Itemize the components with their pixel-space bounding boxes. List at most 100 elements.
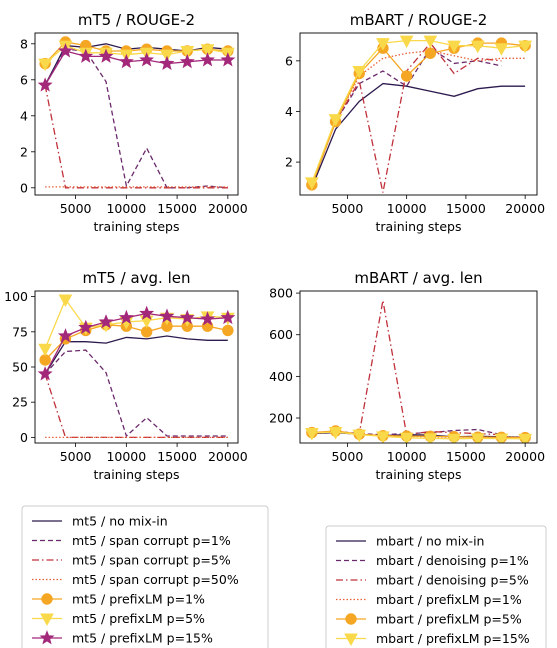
chart-title: mBART / avg. len <box>354 269 482 287</box>
series-point <box>200 52 215 67</box>
series-point <box>447 433 461 443</box>
x-axis-label: training steps <box>94 219 180 234</box>
y-tick-label: 50 <box>12 360 28 375</box>
series-point <box>58 294 73 307</box>
series-point <box>305 428 319 441</box>
y-tick-label: 800 <box>269 286 293 301</box>
y-tick-label: 2 <box>20 144 28 159</box>
series-point <box>222 324 234 337</box>
series-point <box>58 43 73 58</box>
x-tick-label: 15000 <box>446 449 486 464</box>
series-point <box>78 48 94 63</box>
plot-area <box>305 35 532 193</box>
y-tick-label: 75 <box>12 324 28 339</box>
series-point <box>518 40 532 54</box>
series-point <box>98 314 114 329</box>
plot-frame <box>299 32 538 196</box>
legend-label: mt5 / no mix-in <box>72 514 168 529</box>
series-point <box>57 328 73 343</box>
series-point <box>447 40 461 54</box>
x-tick-label: 20000 <box>505 449 545 464</box>
legend-marker <box>39 630 55 645</box>
x-tick-label: 5000 <box>60 201 92 216</box>
series-point <box>399 35 414 49</box>
legend-label: mbart / prefixLM p=5% <box>376 612 522 627</box>
series-point <box>200 44 215 57</box>
x-tick-label: 10000 <box>106 449 146 464</box>
series-point <box>400 70 413 82</box>
series-point <box>220 52 236 67</box>
x-tick-label: 10000 <box>387 449 427 464</box>
plot-frame <box>299 290 538 444</box>
y-tick-label: 8 <box>20 36 28 51</box>
x-tick-label: 15000 <box>157 449 197 464</box>
x-tick-label: 20000 <box>208 449 248 464</box>
legend-label: mbart / no mix-in <box>376 534 484 549</box>
chart-title: mT5 / ROUGE-2 <box>78 11 195 29</box>
series-line <box>311 300 502 436</box>
series-line <box>311 42 526 186</box>
chart-title: mT5 / avg. len <box>83 269 191 287</box>
series-point <box>424 47 437 59</box>
series-point <box>160 49 174 63</box>
series-line <box>44 312 228 375</box>
x-tick-label: 5000 <box>60 449 92 464</box>
series-line <box>44 335 228 375</box>
series-line <box>44 324 228 361</box>
x-tick-label: 20000 <box>208 201 248 216</box>
series-line <box>44 44 228 65</box>
y-tick-label: 6 <box>20 72 28 87</box>
series-point <box>352 65 367 79</box>
series-point <box>38 58 52 72</box>
y-tick-label: 0 <box>20 430 28 445</box>
legend-label: mbart / denoising p=5% <box>376 573 529 588</box>
series-line <box>311 431 526 440</box>
legend-frame <box>21 505 269 648</box>
series-point <box>328 426 343 440</box>
legend-mbart: mbart / no mix-in mbart / denoising p=1% m… <box>325 525 547 648</box>
series-line <box>44 349 228 438</box>
series-point <box>78 319 94 335</box>
series-line <box>44 43 228 86</box>
series-point <box>376 431 390 443</box>
x-tick-label: 5000 <box>331 201 363 216</box>
legend-marker <box>345 613 357 625</box>
legend-marker <box>344 633 358 647</box>
series-line <box>44 298 228 349</box>
series-point <box>139 315 154 329</box>
series-point <box>423 35 438 49</box>
series-point <box>98 48 114 63</box>
legend-mt5: mt5 / no mix-in mt5 / span corrupt p=1% mt… <box>21 505 269 648</box>
series-point <box>139 305 155 320</box>
y-tick-label: 25 <box>12 395 28 410</box>
x-axis-label: training steps <box>94 467 180 482</box>
plot-area <box>37 294 236 439</box>
series-line <box>44 373 228 439</box>
series-point <box>159 308 175 323</box>
legend-label: mt5 / span corrupt p=50% <box>72 572 239 587</box>
series-line <box>44 50 228 86</box>
series-point <box>220 309 236 325</box>
legend-label: mbart / denoising p=1% <box>376 553 529 568</box>
x-axis-label: training steps <box>376 467 462 482</box>
x-tick-label: 15000 <box>446 201 486 216</box>
series-line <box>311 39 526 183</box>
series-point <box>494 43 509 56</box>
series-point <box>179 309 195 325</box>
y-tick-label: 4 <box>285 104 293 119</box>
series-point <box>399 432 414 443</box>
series-point <box>352 429 367 443</box>
plot-frame <box>34 290 239 444</box>
series-line <box>311 430 526 439</box>
series-point <box>180 46 195 59</box>
series-point <box>159 55 175 71</box>
legend-marker <box>41 593 53 605</box>
y-tick-label: 600 <box>269 327 293 342</box>
x-tick-label: 10000 <box>387 201 427 216</box>
legend-label: mt5 / span corrupt p=5% <box>72 553 231 568</box>
y-tick-label: 6 <box>285 53 293 68</box>
series-point <box>118 53 134 69</box>
